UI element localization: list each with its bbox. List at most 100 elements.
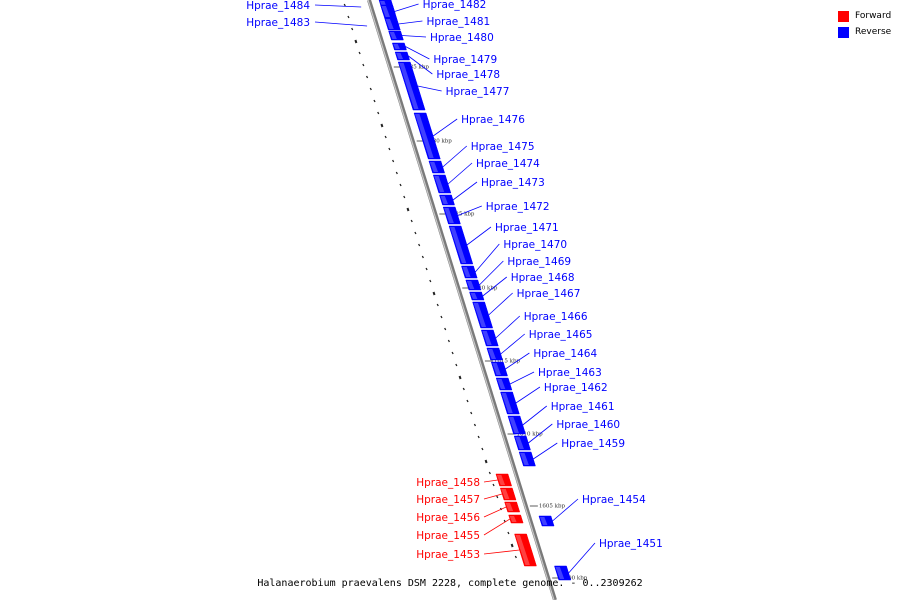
- skew-dot: [432, 291, 436, 296]
- skew-dot: [365, 75, 369, 79]
- gene-label-hprae-1468: Hprae_1468: [511, 272, 575, 284]
- skew-dot: [343, 3, 346, 7]
- gene-shade: [501, 489, 510, 499]
- gene-shade: [429, 162, 439, 172]
- leader-hprae-1470: [475, 243, 500, 273]
- leader-hprae-1472: [457, 205, 482, 216]
- gene-label-hprae-1451: Hprae_1451: [599, 538, 663, 550]
- gene-shade: [515, 437, 524, 449]
- tick-label: 1605 kbp: [539, 504, 566, 510]
- gene-shade: [515, 535, 530, 565]
- gene-label-hprae-1476: Hprae_1476: [461, 114, 525, 126]
- gene-labels: Hprae_1484 Hprae_1483 Hprae_1482 Hprae_1481…: [246, 0, 663, 561]
- leader-hprae-1459: [533, 442, 558, 460]
- gene-block-hprae-1476: [413, 112, 441, 160]
- leader-hprae-1466: [495, 315, 521, 339]
- leader-hprae-1477: [417, 85, 442, 92]
- skew-dot: [488, 471, 491, 475]
- leader-hprae-1480: [401, 35, 427, 38]
- gene-block-hprae-1477: [397, 61, 426, 111]
- gene-block-hprae-1464: [490, 361, 508, 377]
- skew-dot: [510, 543, 514, 548]
- gene-label-hprae-1465: Hprae_1465: [529, 329, 593, 341]
- gene-block-hprae-1457: [499, 487, 517, 501]
- gene-block-hprae-1458: [495, 473, 512, 487]
- gene-block-hprae-1473: [439, 194, 455, 206]
- gene-shade: [497, 379, 506, 389]
- leader-hprae-1482: [394, 3, 419, 12]
- skew-dot: [470, 411, 473, 415]
- skew-dot: [410, 219, 413, 223]
- gene-shade: [466, 281, 475, 289]
- gene-label-hprae-1483: Hprae_1483: [246, 17, 310, 29]
- leader-hprae-1454: [552, 498, 579, 522]
- leader-hprae-1453: [483, 549, 520, 555]
- gene-block-hprae-1465: [486, 347, 503, 361]
- gene-block-hprae-1468: [469, 291, 485, 301]
- skew-dot: [399, 183, 402, 187]
- forward-swatch: [838, 10, 849, 22]
- leader-hprae-1464: [505, 352, 530, 370]
- gene-block-hprae-1467: [472, 301, 494, 329]
- skew-dot: [514, 555, 517, 559]
- legend-forward: Forward: [838, 8, 891, 24]
- gene-label-hprae-1470: Hprae_1470: [503, 239, 567, 251]
- gene-block-hprae-1456: [504, 501, 521, 513]
- gene-label-hprae-1459: Hprae_1459: [561, 438, 625, 450]
- gene-shade: [520, 453, 529, 465]
- leader-hprae-1460: [528, 423, 553, 444]
- leader-hprae-1475: [442, 145, 468, 168]
- tick-label: 1625 kbp: [448, 212, 475, 218]
- leader-hprae-1455: [483, 518, 511, 536]
- gene-label-hprae-1471: Hprae_1471: [495, 222, 559, 234]
- gene-label-hprae-1469: Hprae_1469: [507, 256, 571, 268]
- leader-hprae-1458: [483, 479, 498, 483]
- leader-hprae-1456: [483, 506, 507, 518]
- skew-dot: [377, 111, 380, 115]
- leader-hprae-1481: [398, 20, 423, 25]
- gene-block-hprae-1474: [432, 174, 452, 194]
- gene-block-hprae-1481: [384, 17, 401, 31]
- gene-label-hprae-1466: Hprae_1466: [524, 311, 588, 323]
- leader-hprae-1476: [432, 118, 458, 137]
- gene-block-hprae-1455: [508, 514, 524, 524]
- skew-dot: [362, 63, 365, 67]
- gene-label-hprae-1480: Hprae_1480: [430, 32, 494, 44]
- gene-label-hprae-1463: Hprae_1463: [538, 367, 602, 379]
- skew-dot: [425, 267, 428, 271]
- gene-label-hprae-1474: Hprae_1474: [476, 158, 540, 170]
- gene-label-hprae-1467: Hprae_1467: [517, 288, 581, 300]
- skew-dot: [380, 123, 384, 128]
- gene-block-hprae-1459: [518, 451, 536, 467]
- skew-dot: [351, 27, 354, 31]
- skew-dot: [458, 375, 462, 380]
- skew-dot: [436, 303, 439, 307]
- gene-label-hprae-1464: Hprae_1464: [533, 348, 597, 360]
- gene-shade: [555, 567, 565, 579]
- leader-hprae-1479: [405, 46, 430, 60]
- skew-dot: [358, 51, 361, 55]
- gene-label-hprae-1458: Hprae_1458: [416, 477, 480, 489]
- leader-hprae-1451: [568, 542, 596, 574]
- gene-block-hprae-1471: [448, 225, 474, 265]
- gene-shade: [487, 349, 496, 359]
- gene-shade: [450, 227, 467, 263]
- skew-dot: [354, 39, 358, 44]
- legend-reverse-label: Reverse: [855, 27, 892, 37]
- gene-label-hprae-1473: Hprae_1473: [481, 177, 545, 189]
- gene-label-hprae-1475: Hprae_1475: [471, 141, 535, 153]
- skew-dot: [421, 255, 424, 259]
- leader-hprae-1483: [314, 21, 368, 27]
- skew-dot: [466, 399, 469, 403]
- leader-hprae-1468: [482, 276, 508, 297]
- leader-hprae-1471: [466, 226, 492, 246]
- gene-shade: [501, 393, 513, 413]
- gene-shade: [385, 19, 394, 29]
- gene-block-hprae-1472: [442, 206, 461, 225]
- tick-label: 1610 kbp: [517, 432, 544, 438]
- skew-dot: [440, 315, 443, 319]
- gene-label-hprae-1478: Hprae_1478: [436, 69, 500, 81]
- gene-shade: [539, 517, 548, 525]
- gene-label-hprae-1462: Hprae_1462: [544, 382, 608, 394]
